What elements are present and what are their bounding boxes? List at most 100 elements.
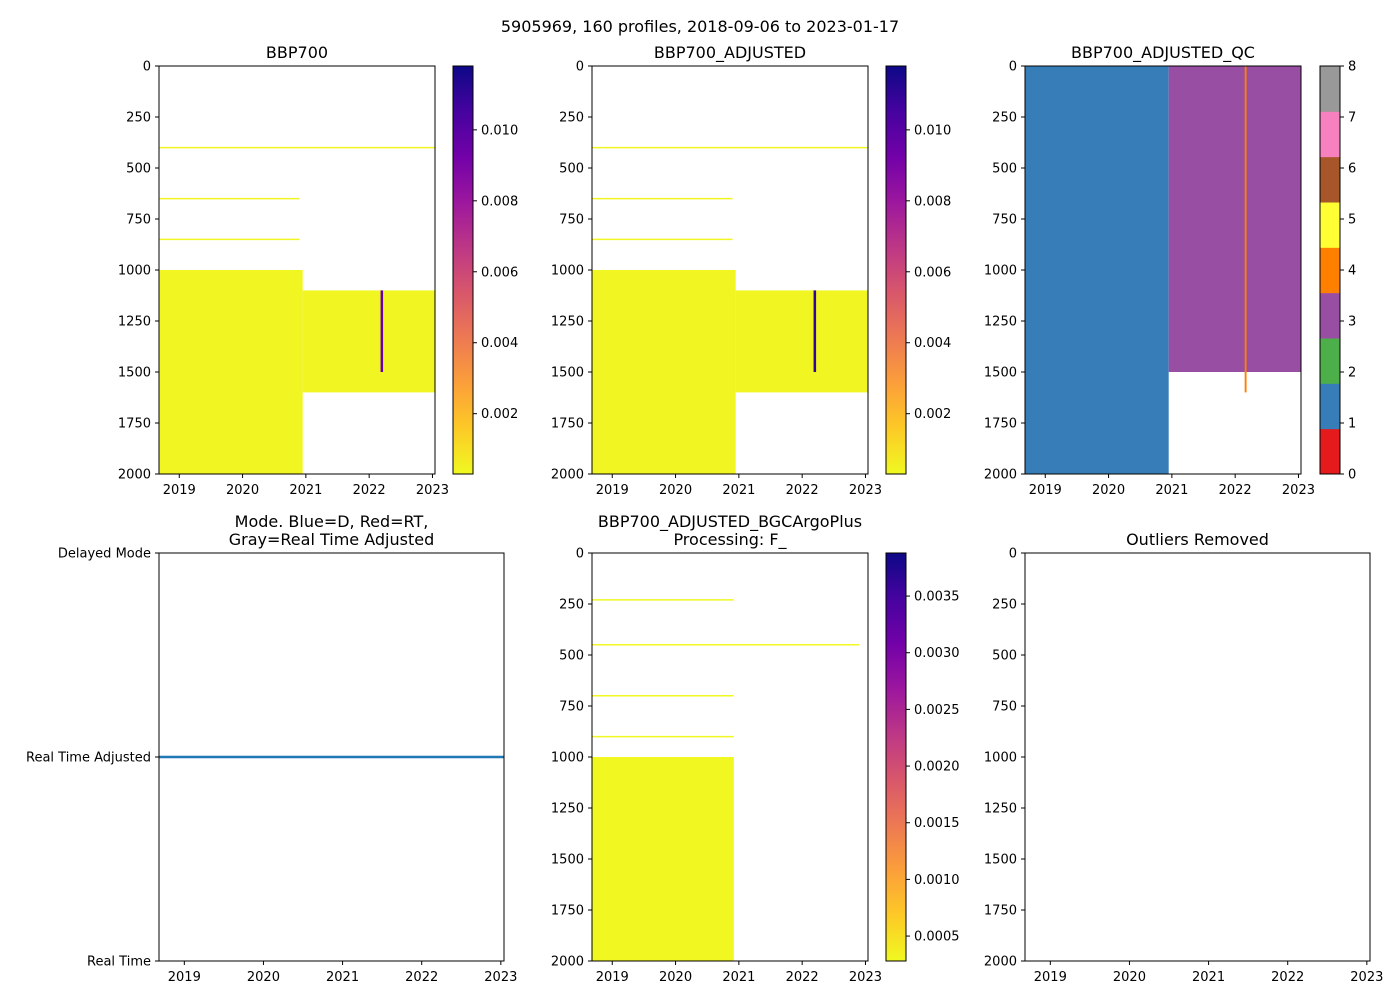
y-tick-label: 0 bbox=[143, 60, 151, 75]
y-tick-label: 1750 bbox=[551, 904, 584, 919]
y-tick-label: 500 bbox=[559, 162, 584, 177]
panel-title: BBP700_ADJUSTED_BGCArgoPlus bbox=[598, 512, 862, 532]
y-tick-label: 1250 bbox=[551, 802, 584, 817]
x-tick-label: 2019 bbox=[596, 970, 629, 985]
x-tick-label: 2021 bbox=[289, 483, 322, 498]
y-tick-label: 2000 bbox=[551, 468, 584, 483]
x-tick-label: 2020 bbox=[1113, 970, 1146, 985]
x-tick-label: 2020 bbox=[226, 483, 259, 498]
y-tick-label: 750 bbox=[992, 700, 1017, 715]
colorbar-tick-label: 0.008 bbox=[481, 194, 518, 209]
colorbar-gradient bbox=[453, 66, 473, 474]
colorbar-tick-label: 4 bbox=[1348, 264, 1356, 279]
y-tick-label: 750 bbox=[126, 213, 151, 228]
colorbar-swatch bbox=[1320, 156, 1340, 203]
heatmap-region bbox=[735, 290, 868, 393]
y-tick-label: 0 bbox=[576, 60, 584, 75]
plot-area bbox=[592, 146, 868, 474]
colorbar-swatch bbox=[1320, 383, 1340, 430]
y-tick-label: 250 bbox=[559, 111, 584, 126]
y-tick-label: 1750 bbox=[118, 417, 151, 432]
y-tick-label: 2000 bbox=[984, 955, 1017, 970]
y-tick-label: 1250 bbox=[551, 315, 584, 330]
colorbar: 0.002 0.004 0.006 0.008 0.010 bbox=[885, 65, 951, 475]
y-tick-label: Real Time Adjusted bbox=[26, 751, 151, 766]
colorbar-swatch bbox=[1320, 66, 1340, 112]
heatmap-region bbox=[813, 290, 817, 372]
x-tick-label: 2019 bbox=[596, 483, 629, 498]
y-tick-label: 250 bbox=[992, 598, 1017, 613]
colorbar-swatch bbox=[1320, 292, 1340, 339]
panel-bbp700_adjusted_qc: 2019 2020 2021 2022 202302505007501000125015… bbox=[984, 43, 1356, 498]
y-tick-label: 750 bbox=[992, 213, 1017, 228]
colorbar-gradient bbox=[886, 66, 906, 474]
colorbar-gradient bbox=[886, 553, 906, 961]
y-tick-label: 1250 bbox=[984, 802, 1017, 817]
panel-title: BBP700 bbox=[266, 43, 328, 62]
colorbar-tick-label: 0.0025 bbox=[914, 703, 960, 718]
x-tick-label: 2023 bbox=[1282, 483, 1315, 498]
y-tick-label: 1250 bbox=[118, 315, 151, 330]
y-tick-label: 2000 bbox=[118, 468, 151, 483]
x-tick-label: 2020 bbox=[247, 970, 280, 985]
colorbar-tick-label: 8 bbox=[1348, 60, 1356, 75]
colorbar-tick-label: 0.010 bbox=[914, 123, 951, 138]
y-tick-label: 500 bbox=[559, 649, 584, 664]
x-tick-label: 2022 bbox=[1271, 970, 1304, 985]
colorbar-tick-label: 1 bbox=[1348, 417, 1356, 432]
y-tick-label: 1500 bbox=[984, 853, 1017, 868]
heatmap-region bbox=[592, 757, 734, 961]
colorbar-tick-label: 0 bbox=[1348, 468, 1356, 483]
x-tick-label: 2022 bbox=[353, 483, 386, 498]
y-tick-label: 1750 bbox=[551, 417, 584, 432]
y-tick-label: 1500 bbox=[118, 366, 151, 381]
x-tick-label: 2023 bbox=[849, 483, 882, 498]
y-tick-label: 250 bbox=[559, 598, 584, 613]
colorbar-tick-label: 0.0005 bbox=[914, 930, 960, 945]
x-tick-label: 2022 bbox=[1219, 483, 1252, 498]
colorbar: 0.002 0.004 0.006 0.008 0.010 bbox=[452, 65, 518, 475]
colorbar: 0 1 2 3 4 5 6 7 8 bbox=[1319, 60, 1356, 483]
y-tick-label: 750 bbox=[559, 213, 584, 228]
colorbar-tick-label: 2 bbox=[1348, 366, 1356, 381]
colorbar-tick-label: 0.004 bbox=[914, 336, 951, 351]
y-tick-label: 1500 bbox=[984, 366, 1017, 381]
colorbar-swatch bbox=[1320, 338, 1340, 384]
colorbar-tick-label: 7 bbox=[1348, 111, 1356, 126]
y-tick-label: 1750 bbox=[984, 904, 1017, 919]
y-tick-label: 500 bbox=[126, 162, 151, 177]
y-tick-label: 250 bbox=[126, 111, 151, 126]
panel-title: BBP700_ADJUSTED bbox=[654, 43, 806, 63]
y-tick-label: 500 bbox=[992, 162, 1017, 177]
colorbar-tick-label: 5 bbox=[1348, 213, 1356, 228]
panel-title: BBP700_ADJUSTED_QC bbox=[1071, 43, 1255, 63]
y-tick-label: 1750 bbox=[984, 417, 1017, 432]
colorbar-tick-label: 0.0020 bbox=[914, 760, 960, 775]
panel-bbp700_adjusted: 2019 2020 2021 2022 2023 0 250 500 750 1000 1250 15… bbox=[551, 43, 951, 498]
heatmap-region bbox=[380, 290, 384, 372]
panel-title: Gray=Real Time Adjusted bbox=[229, 530, 435, 549]
colorbar-swatch bbox=[1320, 202, 1340, 248]
x-tick-label: 2020 bbox=[659, 970, 692, 985]
x-tick-label: 2019 bbox=[163, 483, 196, 498]
colorbar-tick-label: 0.006 bbox=[481, 265, 518, 280]
colorbar-tick-label: 0.004 bbox=[481, 336, 518, 351]
panel-title: Mode. Blue=D, Red=RT, bbox=[235, 512, 429, 531]
colorbar-tick-label: 0.0010 bbox=[914, 873, 960, 888]
y-tick-label: 250 bbox=[992, 111, 1017, 126]
panel-title: Outliers Removed bbox=[1126, 530, 1269, 549]
x-tick-label: 2023 bbox=[1350, 970, 1383, 985]
y-tick-label: 0 bbox=[1009, 60, 1017, 75]
panel-mode: 2019 2020 2021 2022 2023 Delayed Mode Real Tim… bbox=[26, 512, 517, 985]
x-tick-label: 2022 bbox=[786, 483, 819, 498]
y-tick-label: 1000 bbox=[551, 751, 584, 766]
y-tick-label: 500 bbox=[992, 649, 1017, 664]
plot-area bbox=[159, 146, 435, 474]
x-tick-label: 2022 bbox=[786, 970, 819, 985]
plot-area bbox=[1025, 66, 1301, 474]
y-tick-label: 1500 bbox=[551, 853, 584, 868]
colorbar-tick-label: 0.006 bbox=[914, 265, 951, 280]
x-tick-label: 2020 bbox=[1092, 483, 1125, 498]
heatmap-region bbox=[592, 270, 736, 474]
